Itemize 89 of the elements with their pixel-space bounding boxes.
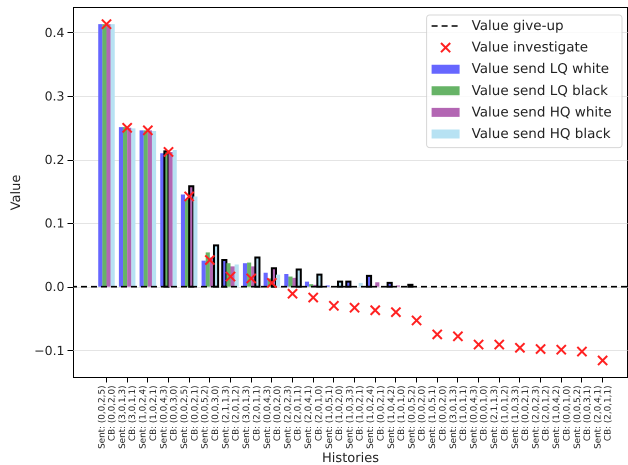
point — [246, 272, 257, 284]
bar — [123, 127, 128, 287]
x-tick-label: Sent: (3,0,1,3) CB: (3,0,1,1) — [118, 386, 138, 449]
bar — [144, 130, 148, 287]
x-tick-label: Sent: (0,0,2,5) CB: (0,0,2,1) — [180, 386, 200, 449]
bar — [304, 282, 310, 287]
point — [308, 292, 319, 304]
y-tick-label: 0.1 — [44, 216, 64, 231]
y-tick-label: 0.2 — [44, 152, 64, 168]
x-axis-title: Histories — [322, 450, 380, 465]
point — [184, 190, 195, 202]
x-tick-label: Sent: (3,0,1,3) CB: (1,0,1,1) — [448, 386, 470, 449]
bar — [172, 150, 177, 287]
bar — [152, 130, 156, 287]
y-axis-title: Value — [9, 174, 24, 210]
bar — [168, 152, 173, 287]
bar — [288, 276, 293, 287]
point — [100, 18, 112, 30]
x-tick-label: Sent: (2,0,4,1) CB: (2,0,1,0) — [304, 386, 324, 449]
legend-label: Value investigate — [472, 40, 588, 56]
x-tick-label: Sent: (1,0,2,4) CB: (1,0,2,1) — [138, 386, 159, 449]
point — [286, 288, 298, 300]
y-tick-label: −0.1 — [34, 342, 64, 358]
bar — [106, 24, 111, 287]
point — [266, 277, 278, 289]
point — [224, 270, 236, 282]
x-tick-label: Sent: (2,1,1,3) CB: (1,0,1,2) — [490, 386, 510, 449]
x-tick-label: Sent: (1,0,4,2) CB: (1,0,1,0) — [386, 386, 407, 449]
x-tick-label: Sent: (3,0,1,3) CB: (2,0,1,1) — [242, 386, 262, 449]
point — [514, 342, 526, 354]
bar — [102, 24, 106, 287]
point — [556, 344, 567, 356]
x-tick-label: Sent: (0,0,4,3) CB: (0,0,3,0) — [159, 386, 180, 449]
point — [122, 122, 133, 134]
bar — [131, 128, 136, 287]
x-tick-label: Sent: (0,0,5,2) CB: (0,0,3,1) — [572, 386, 594, 449]
point — [494, 338, 505, 350]
point — [472, 338, 484, 350]
point — [204, 254, 216, 266]
x-tick-label: Sent: (1,0,2,4) CB: (0,0,2,1) — [366, 386, 386, 449]
bar — [110, 24, 115, 287]
x-tick-label: Sent: (0,0,4,3) CB: (0,0,2,0) — [262, 386, 283, 449]
bar — [284, 274, 288, 287]
bar — [118, 127, 124, 287]
bar — [180, 194, 186, 287]
point — [162, 146, 174, 158]
bar — [140, 130, 144, 287]
y-tick-label: 0.0 — [44, 279, 65, 294]
bar — [234, 264, 239, 287]
point — [142, 124, 154, 136]
point — [452, 330, 464, 342]
x-tick-label: Sent: (1,0,5,1) CB: (1,0,2,0) — [324, 386, 345, 449]
bar — [264, 272, 268, 287]
point — [534, 343, 546, 355]
x-tick-label: Sent: (2,1,1,3) CB: (2,0,1,2) — [221, 386, 242, 449]
point — [596, 354, 608, 366]
bar — [276, 274, 280, 287]
bar — [98, 24, 102, 287]
x-tick-label: Sent: (2,0,2,3) CB: (2,0,1,1) — [283, 386, 304, 449]
point — [576, 346, 588, 358]
point — [348, 302, 360, 314]
x-tick-label: Sent: (1,0,5,1) CB: (0,0,2,0) — [428, 386, 448, 449]
x-tick-label: Sent: (0,0,4,3) CB: (0,0,1,0) — [469, 386, 490, 449]
bar — [375, 282, 380, 287]
x-tick-label: Sent: (1,0,3,3) CB: (1,0,2,1) — [345, 386, 366, 449]
bar — [193, 196, 198, 287]
point — [328, 300, 340, 312]
y-tick-label: 0.3 — [44, 88, 64, 104]
legend-label: Value send HQ white — [472, 104, 612, 120]
y-tick-label: 0.4 — [44, 24, 65, 40]
bar — [127, 128, 132, 287]
x-tick-label: Sent: (2,0,2,3) CB: (2,0,1,2) — [531, 386, 552, 449]
point — [370, 304, 381, 316]
x-tick-label: Sent: (0,0,5,2) CB: (0,0,3,0) — [200, 386, 221, 449]
legend-label: Value send HQ black — [472, 126, 611, 142]
x-tick-label: Sent: (0,0,5,2) CB: (0,0,2,0) — [407, 386, 428, 449]
point — [390, 306, 402, 318]
bar — [242, 263, 248, 287]
x-tick-label: Sent: (0,0,2,5) CB: (0,0,2,0) — [97, 386, 118, 449]
legend-label: Value send LQ white — [472, 61, 610, 78]
x-tick-label: Sent: (1,0,3,3) CB: (0,0,2,1) — [510, 386, 532, 449]
point — [410, 314, 422, 326]
x-tick-label: Sent: (2,0,4,1) CB: (2,0,1,1) — [594, 386, 614, 449]
legend-label: Value give-up — [472, 18, 564, 34]
point — [432, 328, 443, 340]
bar — [202, 260, 206, 287]
x-tick-label: Sent: (1,0,4,2) CB: (0,0,1,0) — [552, 386, 572, 449]
legend-label: Value send LQ black — [472, 82, 608, 99]
bar — [148, 130, 152, 287]
